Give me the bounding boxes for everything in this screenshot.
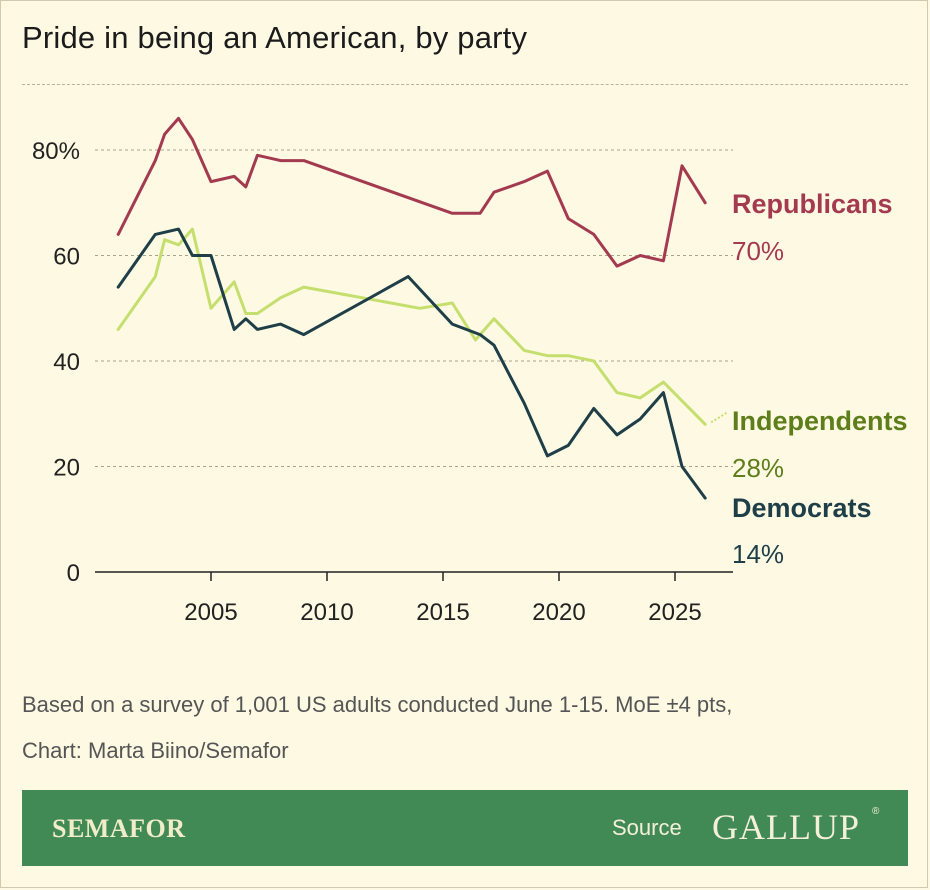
registered-mark: ® (872, 806, 880, 817)
series-value-republicans: 70% (732, 236, 784, 266)
semafor-logo[interactable]: SEMAFOR (52, 814, 186, 843)
chart-title: Pride in being an American, by party (22, 20, 528, 55)
series-line-democrats (116, 227, 707, 500)
y-tick-label-0: 0 (67, 560, 80, 587)
series-name-democrats: Democrats (732, 493, 872, 523)
series-value-independents: 28% (732, 453, 784, 483)
x-axis-ticks: 2005 2010 2015 2020 2025 (184, 572, 702, 626)
y-tick-label-20: 20 (53, 455, 80, 482)
y-tick-label-60: 60 (53, 244, 80, 271)
gallup-logo[interactable]: GALLUP (712, 807, 860, 847)
series-line-republicans (116, 116, 707, 268)
x-tick-label-2010: 2010 (300, 599, 353, 626)
series-name-republicans: Republicans (732, 189, 893, 219)
source-label: Source (612, 815, 682, 840)
y-axis-ticks: 0 20 40 60 80% (32, 138, 80, 587)
y-tick-label-80: 80% (32, 138, 80, 165)
brand-banner: SEMAFOR Source GALLUP ® (22, 790, 908, 866)
series-end-labels: Republicans 70% Independents 28% Democrats 14… (710, 189, 908, 569)
x-tick-label-2020: 2020 (532, 599, 585, 626)
series-name-independents: Independents (732, 406, 908, 436)
x-tick-label-2005: 2005 (184, 599, 237, 626)
series-lines (116, 116, 707, 500)
y-tick-label-40: 40 (53, 349, 80, 376)
footnote-survey: Based on a survey of 1,001 US adults con… (22, 692, 733, 717)
title-divider (22, 84, 908, 85)
footnote-credit: Chart: Marta Biino/Semafor (22, 738, 289, 763)
series-value-democrats: 14% (732, 539, 784, 569)
x-tick-label-2025: 2025 (648, 599, 701, 626)
leader-line-independents (710, 411, 729, 424)
line-chart: 0 20 40 60 80% 2005 2010 2015 2020 2025 Republic… (32, 116, 908, 626)
grid-lines (95, 149, 733, 467)
series-line-independents (116, 227, 707, 426)
x-tick-label-2015: 2015 (416, 599, 469, 626)
